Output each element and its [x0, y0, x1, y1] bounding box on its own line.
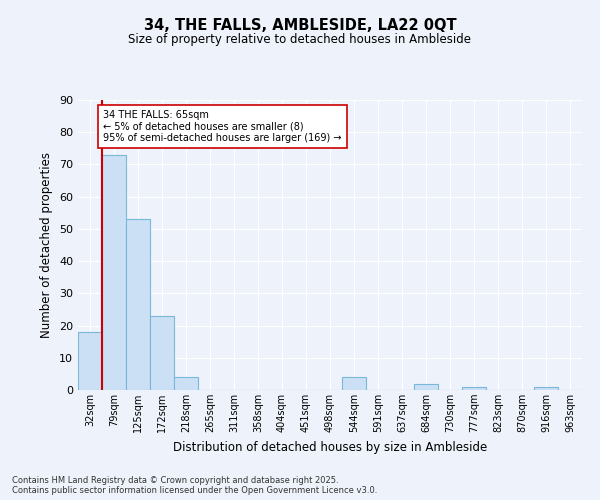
Text: 34 THE FALLS: 65sqm
← 5% of detached houses are smaller (8)
95% of semi-detached: 34 THE FALLS: 65sqm ← 5% of detached hou…: [103, 110, 342, 143]
Y-axis label: Number of detached properties: Number of detached properties: [40, 152, 53, 338]
Text: Contains HM Land Registry data © Crown copyright and database right 2025.
Contai: Contains HM Land Registry data © Crown c…: [12, 476, 377, 495]
Bar: [78, 332, 102, 390]
Bar: [342, 377, 366, 390]
Text: 34, THE FALLS, AMBLESIDE, LA22 0QT: 34, THE FALLS, AMBLESIDE, LA22 0QT: [143, 18, 457, 32]
Bar: [414, 384, 438, 390]
Bar: [102, 155, 126, 390]
Bar: [174, 377, 198, 390]
Text: Size of property relative to detached houses in Ambleside: Size of property relative to detached ho…: [128, 32, 472, 46]
Bar: [126, 219, 150, 390]
X-axis label: Distribution of detached houses by size in Ambleside: Distribution of detached houses by size …: [173, 440, 487, 454]
Bar: [462, 387, 486, 390]
Bar: [150, 316, 174, 390]
Bar: [534, 387, 558, 390]
